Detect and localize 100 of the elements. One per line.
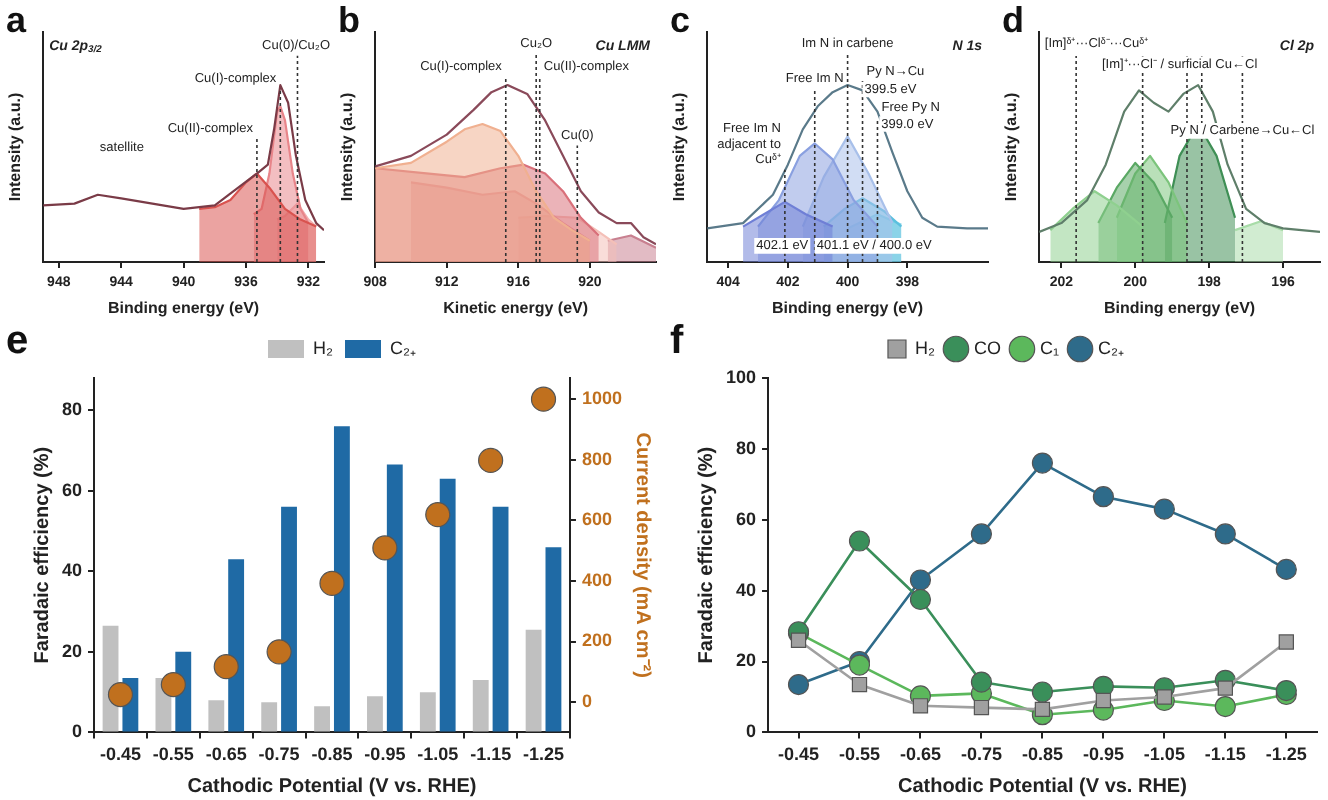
x-tick-label: -0.85 (1021, 744, 1063, 765)
y-axis-title: Intensity (a.u.) (670, 92, 689, 202)
point (107, 681, 134, 708)
x-tick-label: -0.85 (311, 744, 353, 765)
bar (419, 692, 436, 732)
y-axis-title: Intensity (a.u.) (6, 92, 25, 202)
point (160, 671, 186, 698)
bar (228, 559, 245, 732)
bar (367, 696, 383, 732)
y2-tick-label: 400 (581, 569, 613, 590)
bar (545, 547, 562, 732)
point (912, 698, 929, 714)
y-axis-title: Faradaic efficiency (%) (695, 446, 718, 664)
point (1031, 452, 1054, 474)
x-axis-title: Cathodic Potential (V vs. RHE) (897, 775, 1187, 798)
text: c (670, 0, 691, 40)
x-axis-title: Kinetic energy (eV) (443, 298, 589, 317)
point (1217, 680, 1234, 696)
point (1153, 498, 1175, 520)
point (848, 530, 871, 552)
point (425, 502, 451, 528)
point (1031, 681, 1054, 703)
point (973, 699, 990, 716)
point (319, 570, 345, 596)
point (1095, 692, 1112, 709)
text: d (1002, 0, 1024, 40)
y2-tick-label: 200 (581, 630, 613, 651)
y2-tick-label: 0 (581, 691, 592, 712)
y2-tick-label: 1000 (581, 388, 623, 409)
x-tick-label: -0.75 (258, 744, 300, 765)
point (851, 676, 868, 693)
text: e (6, 319, 29, 364)
x-axis-title: Binding energy (eV) (772, 298, 924, 317)
point (1034, 701, 1051, 718)
bar (208, 700, 225, 732)
legend-label: H₂ (313, 337, 335, 358)
x-tick-label: -0.45 (99, 744, 141, 765)
x-tick-label: -0.95 (364, 744, 406, 765)
legend-label: C₂₊ (390, 337, 416, 358)
x-tick-label: -1.15 (1204, 744, 1246, 765)
point (478, 447, 504, 473)
text: f (670, 319, 684, 364)
point (1278, 634, 1294, 650)
y-tick-label: 60 (61, 479, 83, 500)
bar (261, 702, 278, 732)
bar (472, 680, 489, 732)
point (530, 386, 557, 412)
x-tick-label: -1.15 (470, 744, 512, 765)
x-tick-label: -1.05 (1143, 744, 1185, 765)
point (787, 673, 810, 696)
legend-label: C₂₊ (1098, 337, 1125, 358)
legend-label: C₁ (1039, 337, 1060, 358)
point (970, 523, 993, 545)
bar (333, 426, 350, 732)
x-axis-title: Binding energy (eV) (1104, 298, 1256, 317)
bar (525, 629, 542, 732)
y2-tick-label: 600 (581, 509, 613, 530)
y-tick-label: 100 (725, 366, 757, 387)
x-tick-label: -0.65 (899, 744, 941, 765)
x-axis-title: Cathodic Potential (V vs. RHE) (187, 775, 477, 798)
y-axis-title: Intensity (a.u.) (338, 92, 357, 202)
x-tick-label: -0.45 (778, 744, 820, 765)
legend-label: H₂ (914, 337, 936, 358)
text: b (338, 0, 360, 40)
x-tick-label: -0.55 (152, 744, 194, 765)
y-tick-label: 80 (61, 399, 83, 420)
point (1156, 689, 1173, 705)
y2-axis-title: Current density (mA cm⁻²) (630, 432, 653, 678)
point (909, 588, 932, 611)
point (970, 671, 993, 693)
bar (439, 478, 456, 732)
point (1214, 695, 1236, 718)
y2-tick-label: 800 (581, 448, 613, 469)
y-tick-label: 0 (71, 721, 83, 742)
x-tick-label: -1.25 (1265, 744, 1307, 765)
y-tick-label: 80 (736, 437, 757, 458)
x-tick-label: -0.75 (960, 744, 1002, 765)
point (909, 569, 932, 591)
point (1214, 523, 1236, 545)
text: a (6, 0, 28, 40)
y-axis-title: Intensity (a.u.) (1002, 92, 1021, 202)
y-tick-label: 40 (736, 579, 757, 600)
x-axis-title: Binding energy (eV) (108, 298, 260, 317)
bar (492, 506, 509, 732)
point (372, 535, 398, 561)
y-tick-label: 60 (736, 508, 757, 529)
point (266, 639, 292, 665)
y-tick-label: 20 (736, 650, 757, 671)
x-tick-label: -1.25 (523, 744, 565, 765)
point (1092, 486, 1114, 508)
bar (281, 506, 297, 732)
x-tick-label: -1.05 (417, 744, 459, 765)
y-tick-label: 40 (61, 560, 83, 581)
point (213, 654, 239, 680)
point (790, 632, 807, 648)
y-axis-title: Faradaic efficiency (%) (31, 446, 54, 664)
legend-label: CO (973, 337, 1001, 358)
x-tick-label: -0.65 (205, 744, 247, 765)
bar (314, 706, 331, 732)
point (1275, 558, 1297, 580)
